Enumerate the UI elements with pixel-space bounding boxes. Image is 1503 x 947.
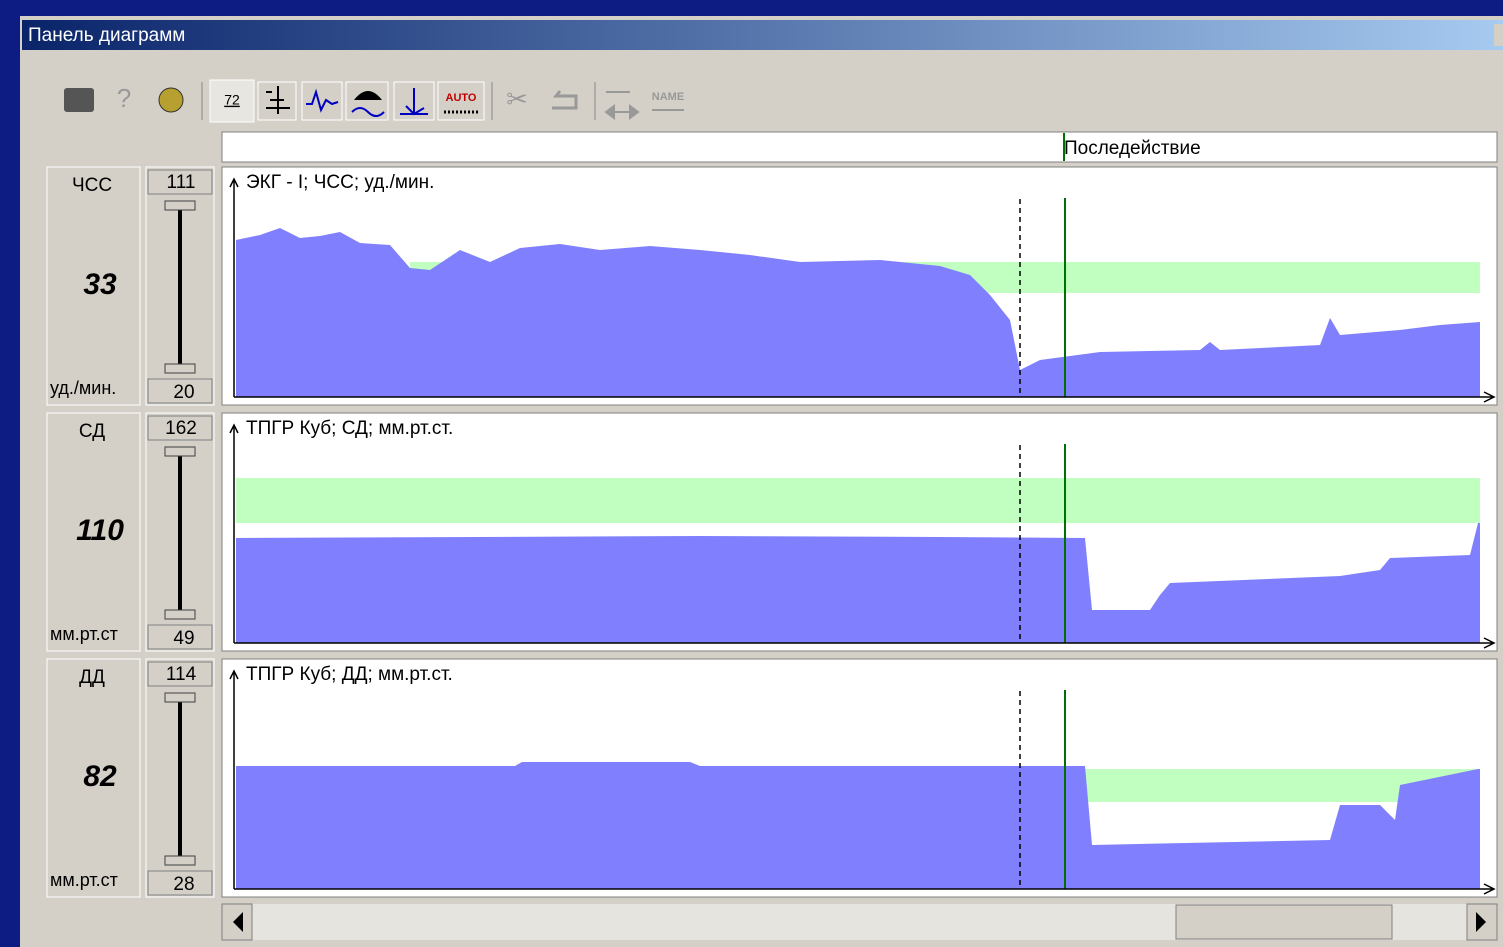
scroll-thumb[interactable] [1175,904,1393,940]
chart-title: ТПГР Куб; ДД; мм.рт.ст. [246,664,453,685]
parameter-unit: мм.рт.ст [50,870,118,890]
print-icon[interactable] [64,88,94,112]
name-icon[interactable]: NAME [652,91,684,103]
arrow-right [1476,912,1486,932]
min-field[interactable] [147,624,213,650]
cut-icon[interactable]: ✂ [506,84,528,114]
min-value: 28 [173,874,194,895]
parameter-box [46,166,141,406]
wave-icon [306,88,339,113]
toolbar: ? 72 AUTO ✂ NAME [64,79,684,123]
scale-icon: 72 [224,92,240,108]
scale-button[interactable] [209,79,255,123]
chart-title: ТПГР Куб; СД; мм.рт.ст. [246,418,453,439]
slider-thumb[interactable] [164,446,196,457]
x-axis [234,637,1496,649]
min-field[interactable] [147,378,213,404]
parameter-name: ДД [79,667,105,688]
chart-title: ЭКГ - I; ЧСС; уд./мин. [246,172,434,193]
trend-area [236,762,1480,889]
stretch-icon[interactable] [604,91,640,120]
slider-thumb[interactable] [164,200,196,211]
slider-thumb[interactable] [164,609,196,620]
parameter-box [46,658,141,898]
max-field[interactable] [147,661,213,687]
scrollbar [221,903,1498,941]
title-bar [22,20,1503,50]
close-button[interactable] [1494,24,1503,46]
cursor-icon [266,86,290,114]
slider-thumb[interactable] [164,363,196,374]
min-value: 49 [173,628,194,649]
max-value: 114 [166,664,197,685]
x-axis [234,883,1496,895]
parameter-value: 82 [83,760,117,793]
parameter-name: СД [79,421,105,442]
auto-icon: AUTO [446,92,477,104]
wave-button[interactable] [301,81,343,121]
help-icon[interactable]: ? [117,83,131,113]
axis-icon [400,88,428,116]
timeline-bar [221,131,1498,163]
parameter-value: 33 [83,268,117,301]
window-title: Панель диаграмм [28,25,185,46]
arrow-left [233,912,243,932]
parameter-unit: уд./мин. [50,378,116,398]
y-axis [229,423,239,643]
max-value: 111 [167,172,196,193]
slider-thumb[interactable] [164,692,196,703]
parameter-unit: мм.рт.ст [50,624,118,644]
undo-icon[interactable] [552,90,578,110]
parameter-box [46,412,141,652]
max-value: 162 [165,418,197,439]
min-value: 20 [173,382,194,403]
max-field[interactable] [147,169,213,195]
trend-area [236,228,1480,397]
min-field[interactable] [147,870,213,896]
norm-band [236,478,1480,523]
auto-button[interactable] [437,81,485,121]
slider-thumb[interactable] [164,855,196,866]
max-field[interactable] [147,415,213,441]
y-axis [229,669,239,889]
y-axis [229,177,239,397]
phase-label: Последействие [1064,138,1201,159]
x-axis [234,391,1496,403]
fill-icon-wave [351,107,385,117]
parameter-name: ЧСС [72,175,112,196]
trend-area [236,523,1480,643]
settings-icon[interactable] [158,87,184,113]
parameter-value: 110 [76,514,124,547]
fill-icon [354,91,382,100]
